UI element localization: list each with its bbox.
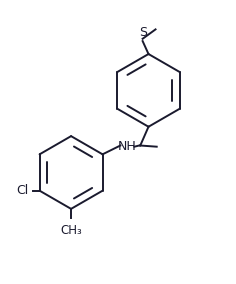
Text: Cl: Cl: [16, 184, 28, 197]
Text: NH: NH: [118, 140, 137, 153]
Text: CH₃: CH₃: [60, 224, 82, 237]
Text: S: S: [139, 26, 147, 39]
